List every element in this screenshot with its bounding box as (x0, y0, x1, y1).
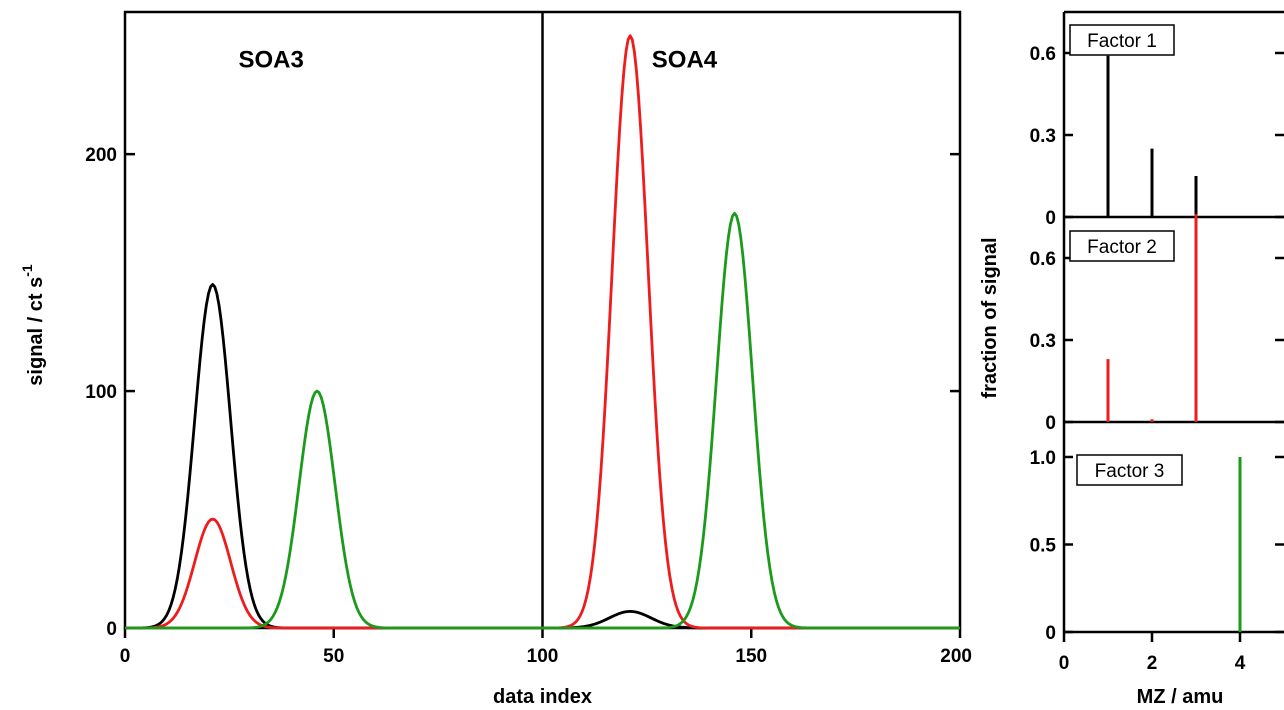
x-tick-label: 200 (940, 646, 972, 667)
panel-y-tick-label: 0.5 (1030, 536, 1057, 557)
right-chart: 0 0.3 0.6 Factor 1 0 0.3 0.6 Factor 2 0 0.5 1.0 Fac… (979, 10, 1284, 708)
y-axis-label-superscript: -1 (19, 264, 35, 277)
left-chart: 0 100 200 0 50 100 150 200 SOA3 SOA4 data inde… (19, 10, 972, 708)
x-axis-label: data index (493, 686, 592, 708)
x-tick-label: 0 (120, 646, 131, 667)
y-tick-label: 100 (85, 382, 117, 403)
factor-panel-2: 0 0.3 0.6 Factor 2 (1030, 214, 1284, 434)
right-x-axis-label: MZ / amu (1137, 686, 1224, 708)
panel-y-tick-label: 0.3 (1030, 126, 1056, 147)
x-tick-label: 100 (527, 646, 559, 667)
panel-y-tick-label: 0 (1045, 413, 1056, 434)
factor-label-1: Factor 1 (1087, 31, 1157, 52)
x-tick-label: 50 (323, 646, 344, 667)
panel-y-tick-label: 0 (1045, 623, 1056, 644)
right-x-tick-label: 0 (1059, 653, 1070, 674)
factor-label-3: Factor 3 (1095, 461, 1165, 482)
panel-y-tick-label: 0.3 (1030, 331, 1056, 352)
factor-label-box (1076, 454, 1183, 486)
factor-label-box (1069, 230, 1175, 262)
factor-panel-1: 0 0.3 0.6 Factor 1 (1030, 10, 1284, 229)
y-tick-label: 200 (85, 145, 117, 166)
annotation-soa3: SOA3 (238, 46, 303, 73)
factor-panels: 0 0.3 0.6 Factor 1 0 0.3 0.6 Factor 2 0 0.5 1.0 Fac… (1030, 10, 1284, 644)
factor-label-2: Factor 2 (1087, 237, 1157, 258)
factor-label-box (1069, 24, 1175, 56)
panel-y-tick-label: 0.6 (1030, 249, 1056, 270)
left-y-ticks: 0 100 200 (85, 145, 960, 640)
left-series-group (125, 34, 960, 630)
panel-y-tick-label: 1.0 (1030, 448, 1056, 469)
right-y-axis-label: fraction of signal (979, 237, 1001, 398)
series-line-2 (125, 211, 960, 630)
y-axis-label-main: signal / ct s (25, 277, 47, 386)
y-axis-label: signal / ct s-1 (19, 264, 47, 386)
panel-y-tick-label: 0 (1045, 208, 1056, 229)
x-tick-label: 150 (735, 646, 767, 667)
y-tick-label: 0 (106, 619, 117, 640)
factor-panel-3: 0 0.5 1.0 Factor 3 (1030, 422, 1284, 644)
annotation-soa4: SOA4 (652, 46, 718, 73)
left-x-ticks: 0 50 100 150 200 (120, 628, 972, 667)
right-x-tick-label: 4 (1235, 653, 1246, 674)
right-x-tick-label: 2 (1147, 653, 1158, 674)
panel-y-tick-label: 0.6 (1030, 44, 1056, 65)
right-x-ticks: 0 2 4 (1059, 632, 1246, 674)
